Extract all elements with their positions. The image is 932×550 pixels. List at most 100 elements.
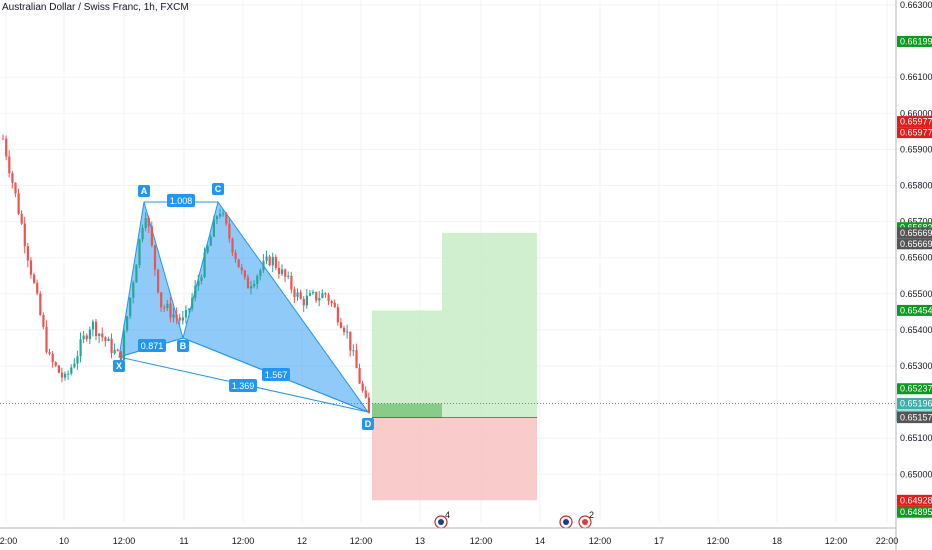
price-badge-value: 0.65196: [900, 399, 932, 409]
price-tick-label: 0.65400: [900, 325, 932, 335]
ratio-ac-badge: [167, 194, 195, 207]
chart-title: Australian Dollar / Swiss Franc, 1h, FXC…: [2, 2, 189, 13]
pattern-point-a-badge: [138, 185, 150, 197]
candle-body: [333, 302, 336, 308]
candle-body: [178, 317, 181, 321]
pattern-point-c-badge: [212, 183, 224, 195]
profit-zone-1: [372, 310, 442, 418]
candle-body: [361, 383, 364, 391]
candle-body: [95, 321, 98, 337]
price-badge-value: 0.64895: [900, 507, 932, 517]
candle-body: [250, 286, 253, 289]
price-tick-label: 0.65700: [900, 217, 932, 227]
candle-body: [355, 350, 358, 369]
pattern-point-a: A: [141, 186, 148, 196]
price-tick-label: 0.65800: [900, 181, 932, 191]
time-tick-label: 18: [772, 536, 782, 546]
time-tick-label: 13: [415, 536, 425, 546]
candle-body: [26, 246, 29, 261]
price-badge: [897, 35, 932, 47]
profit-zone-2: [442, 232, 537, 418]
candle-body: [11, 173, 14, 183]
candle-body: [367, 397, 370, 414]
candle-body: [318, 297, 321, 301]
candle-body: [349, 331, 352, 351]
candle-body: [129, 297, 132, 317]
candle-body: [45, 326, 48, 353]
candle-body: [88, 329, 91, 340]
candle-body: [39, 293, 42, 315]
price-badge: [897, 238, 932, 250]
price-badge-value: 0.66199: [900, 36, 932, 46]
candle-body: [57, 365, 60, 373]
candle-body: [163, 307, 166, 309]
candle-body: [274, 256, 277, 268]
candle-body: [160, 292, 163, 308]
candle-body: [169, 303, 172, 318]
position-filled: [372, 403, 442, 418]
candle-body: [330, 301, 333, 303]
candle-body: [20, 213, 23, 224]
ratio-xd-badge: [229, 379, 257, 392]
pattern-point-b: B: [180, 341, 187, 351]
candle-body: [70, 367, 73, 374]
time-tick-label: 12:00: [113, 536, 136, 546]
candle-body: [17, 193, 20, 214]
candle-body: [315, 291, 318, 301]
price-tick-label: 0.65100: [900, 433, 932, 443]
candle-body: [234, 252, 237, 260]
candle-body: [219, 213, 222, 217]
candle-body: [253, 284, 256, 287]
candle-body: [85, 335, 88, 340]
candle-body: [268, 256, 271, 266]
event-marker-count-2: 2: [589, 510, 594, 520]
price-badge-value: 0.65669: [900, 239, 932, 249]
candle-body: [91, 321, 95, 330]
event-marker-au-1-core: [438, 519, 444, 525]
candle-body: [194, 285, 197, 298]
candle-body: [358, 368, 361, 384]
candle-body: [321, 293, 324, 298]
ratio-bd: 1.567: [265, 370, 288, 380]
candle-body: [172, 314, 175, 318]
candle-body: [256, 275, 259, 285]
time-tick-label: 12:00: [470, 536, 493, 546]
candle-body: [141, 227, 144, 240]
candle-body: [175, 314, 178, 318]
candle-body: [60, 372, 64, 378]
pattern-xab: [118, 201, 184, 358]
candle-body: [153, 245, 157, 270]
candle-body: [237, 259, 240, 268]
price-badge: [897, 383, 932, 395]
pattern-point-x: X: [116, 361, 122, 371]
price-badge: [897, 398, 932, 410]
candle-body: [73, 363, 76, 368]
loss-zone: [372, 417, 537, 501]
candle-body: [262, 260, 265, 271]
price-tick-label: 0.66100: [900, 72, 932, 82]
candle-body: [364, 390, 367, 398]
candle-body: [215, 216, 219, 220]
candle-body: [281, 269, 284, 275]
candle-body: [42, 314, 45, 327]
ratio-bd-badge: [262, 368, 290, 381]
time-tick-label: 12:00: [589, 536, 612, 546]
time-tick-label: 11: [179, 536, 188, 546]
price-badge-value: 0.64928: [900, 495, 932, 505]
candle-body: [135, 265, 138, 283]
price-badge-value: 0.65157: [900, 413, 932, 423]
candle-body: [64, 373, 67, 378]
candle-body: [346, 331, 349, 333]
price-badge: [897, 227, 932, 239]
candle-body: [324, 293, 327, 295]
event-marker-au-2-core: [563, 519, 569, 525]
price-badge-value: 0.65977: [900, 117, 932, 127]
candle-body: [67, 373, 70, 375]
price-badge: [897, 506, 932, 518]
price-badge: [897, 116, 932, 128]
candle-body: [184, 309, 188, 318]
price-tick-label: 0.66300: [900, 0, 932, 10]
candle-body: [188, 308, 191, 310]
candle-body: [181, 317, 184, 321]
